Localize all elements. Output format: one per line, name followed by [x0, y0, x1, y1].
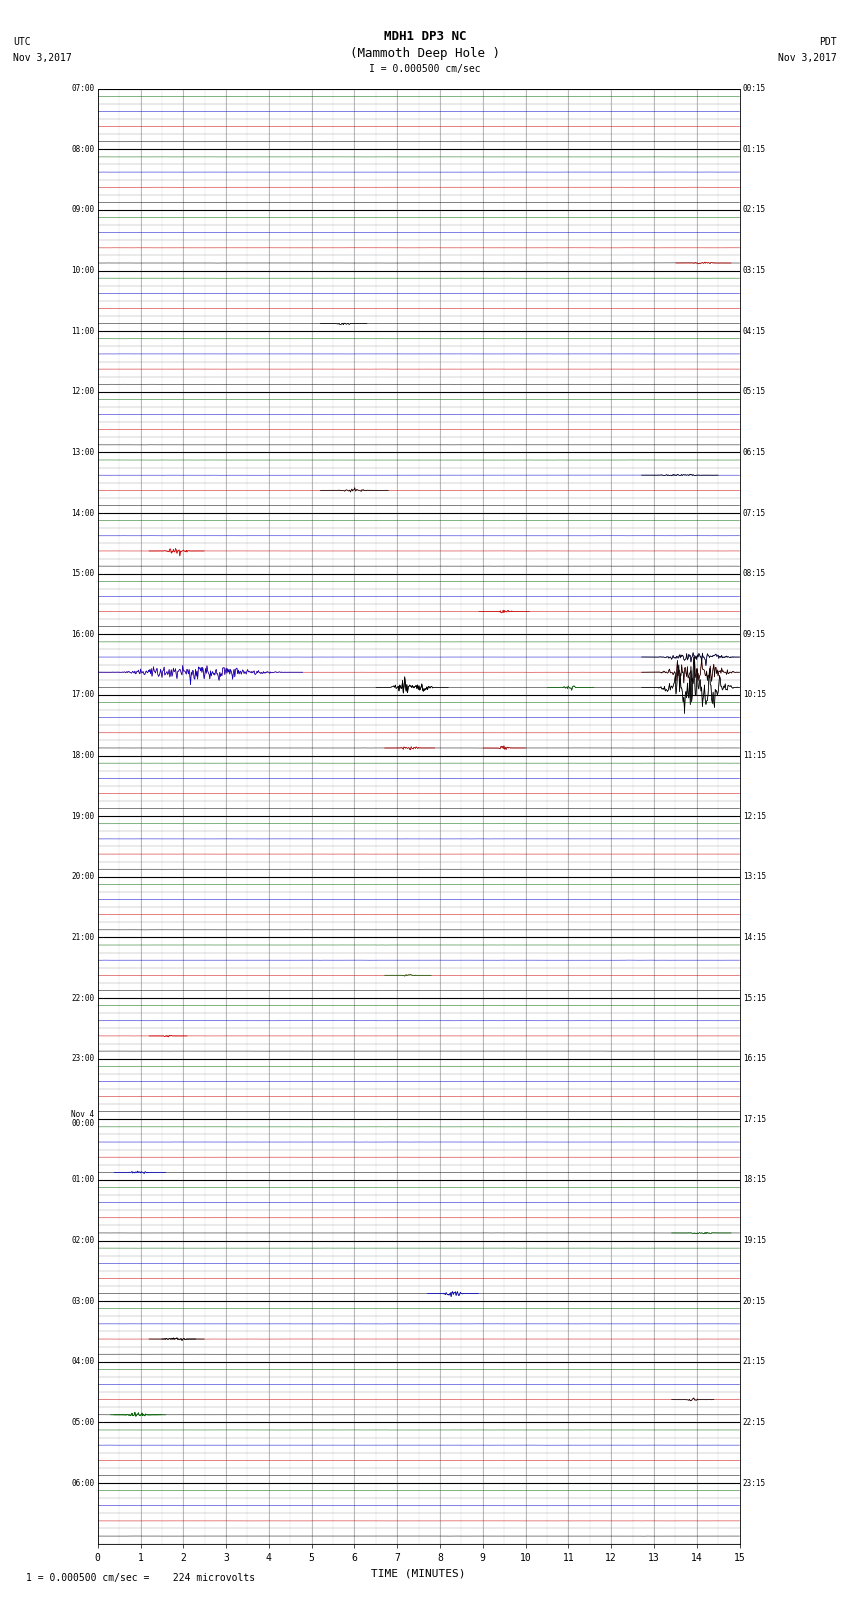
Text: 18:00: 18:00	[71, 752, 94, 760]
Text: 16:15: 16:15	[743, 1055, 766, 1063]
Text: 03:15: 03:15	[743, 266, 766, 276]
Text: MDH1 DP3 NC: MDH1 DP3 NC	[383, 29, 467, 44]
Text: UTC: UTC	[13, 37, 31, 47]
Text: 07:00: 07:00	[71, 84, 94, 94]
Text: Nov 3,2017: Nov 3,2017	[779, 53, 837, 63]
Text: 17:15: 17:15	[743, 1115, 766, 1124]
Text: 06:15: 06:15	[743, 448, 766, 456]
Text: 09:00: 09:00	[71, 205, 94, 215]
Text: 10:00: 10:00	[71, 266, 94, 276]
Text: 21:15: 21:15	[743, 1357, 766, 1366]
Text: 06:00: 06:00	[71, 1479, 94, 1487]
Text: 00:00: 00:00	[71, 1119, 94, 1127]
Text: 16:00: 16:00	[71, 629, 94, 639]
Text: 00:15: 00:15	[743, 84, 766, 94]
Text: 1 = 0.000500 cm/sec =    224 microvolts: 1 = 0.000500 cm/sec = 224 microvolts	[26, 1573, 255, 1582]
Text: 20:15: 20:15	[743, 1297, 766, 1305]
Text: 01:00: 01:00	[71, 1176, 94, 1184]
Text: 18:15: 18:15	[743, 1176, 766, 1184]
Text: 15:00: 15:00	[71, 569, 94, 577]
Text: 01:15: 01:15	[743, 145, 766, 153]
Text: 05:00: 05:00	[71, 1418, 94, 1428]
Text: 14:00: 14:00	[71, 508, 94, 518]
Text: 11:15: 11:15	[743, 752, 766, 760]
Text: 13:00: 13:00	[71, 448, 94, 456]
Text: 20:00: 20:00	[71, 873, 94, 881]
Text: 19:15: 19:15	[743, 1236, 766, 1245]
Text: 08:15: 08:15	[743, 569, 766, 577]
Text: 12:15: 12:15	[743, 811, 766, 821]
Text: 21:00: 21:00	[71, 932, 94, 942]
Text: 08:00: 08:00	[71, 145, 94, 153]
Text: 04:15: 04:15	[743, 327, 766, 336]
Text: 22:15: 22:15	[743, 1418, 766, 1428]
Text: 23:15: 23:15	[743, 1479, 766, 1487]
Text: 02:00: 02:00	[71, 1236, 94, 1245]
Text: 23:00: 23:00	[71, 1055, 94, 1063]
Text: 03:00: 03:00	[71, 1297, 94, 1305]
X-axis label: TIME (MINUTES): TIME (MINUTES)	[371, 1568, 466, 1578]
Text: Nov 4: Nov 4	[71, 1110, 94, 1119]
Text: (Mammoth Deep Hole ): (Mammoth Deep Hole )	[350, 47, 500, 60]
Text: Nov 3,2017: Nov 3,2017	[13, 53, 71, 63]
Text: 11:00: 11:00	[71, 327, 94, 336]
Text: 02:15: 02:15	[743, 205, 766, 215]
Text: I = 0.000500 cm/sec: I = 0.000500 cm/sec	[369, 65, 481, 74]
Text: 07:15: 07:15	[743, 508, 766, 518]
Text: 22:00: 22:00	[71, 994, 94, 1003]
Text: 10:15: 10:15	[743, 690, 766, 700]
Text: PDT: PDT	[819, 37, 837, 47]
Text: 12:00: 12:00	[71, 387, 94, 397]
Text: 15:15: 15:15	[743, 994, 766, 1003]
Text: 17:00: 17:00	[71, 690, 94, 700]
Text: 04:00: 04:00	[71, 1357, 94, 1366]
Text: 05:15: 05:15	[743, 387, 766, 397]
Text: 13:15: 13:15	[743, 873, 766, 881]
Text: 09:15: 09:15	[743, 629, 766, 639]
Text: 19:00: 19:00	[71, 811, 94, 821]
Text: 14:15: 14:15	[743, 932, 766, 942]
